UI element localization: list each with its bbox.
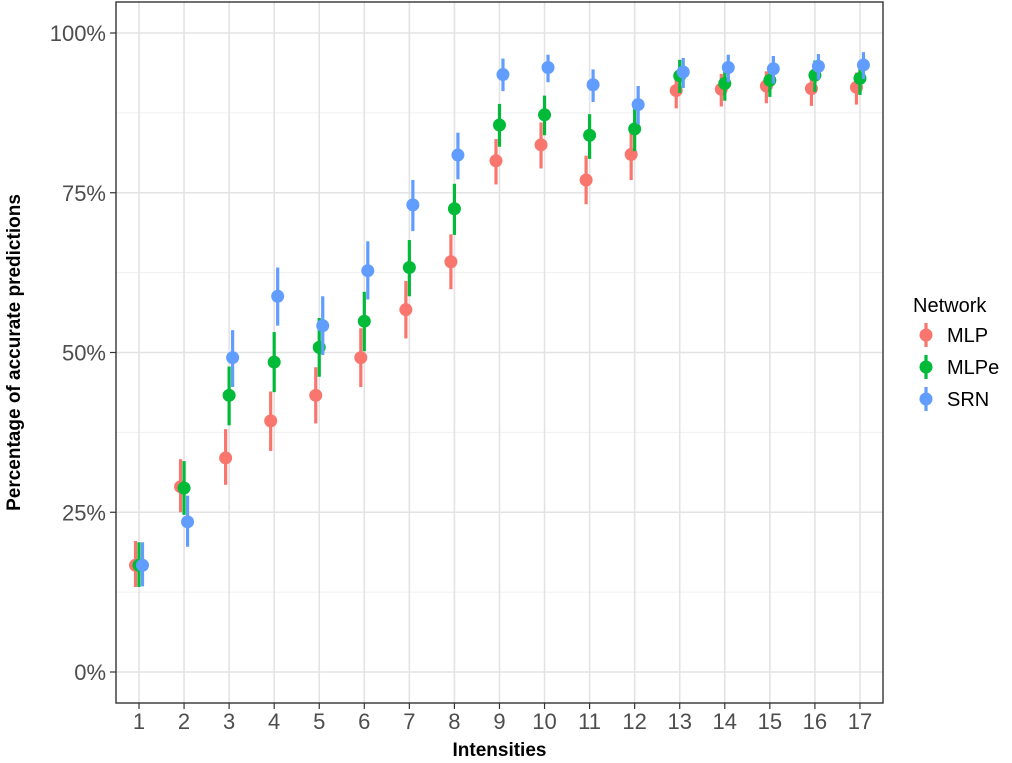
data-point	[361, 264, 375, 278]
data-point	[538, 108, 552, 122]
axes: 0%25%50%75%100%1 2 3 4 5 6 7 8 9 10 11 12 13 14 15 16 17	[50, 21, 872, 734]
data-point	[444, 255, 458, 269]
x-tick-label: 13	[667, 709, 691, 734]
data-point	[136, 558, 149, 572]
data-point	[406, 198, 420, 212]
data-point	[676, 65, 690, 79]
data-point	[583, 128, 597, 142]
series-mlp	[129, 71, 863, 588]
data-point	[579, 173, 593, 187]
data-point	[357, 314, 371, 328]
legend-key-dot	[919, 392, 933, 406]
x-tick-label: 4	[268, 709, 280, 734]
data-point	[226, 351, 240, 365]
legend-key-dot	[919, 328, 933, 342]
data-point	[271, 289, 285, 303]
legend: Network MLP MLPe SRN	[913, 295, 999, 411]
data-point	[496, 68, 510, 82]
legend-title: Network	[913, 295, 987, 317]
data-point	[631, 98, 645, 112]
data-point	[264, 414, 278, 428]
y-tick-label: 100%	[50, 21, 106, 46]
series-srn	[136, 52, 870, 587]
x-tick-label: 5	[313, 709, 325, 734]
x-tick-label: 14	[713, 709, 737, 734]
data-point	[181, 515, 195, 529]
x-tick-label: 8	[448, 709, 460, 734]
data-series	[129, 52, 870, 588]
data-point	[489, 154, 503, 168]
x-tick-label: 17	[848, 709, 872, 734]
x-tick-label: 10	[532, 709, 556, 734]
data-point	[267, 355, 281, 369]
data-point	[586, 78, 600, 92]
data-point	[309, 388, 323, 402]
x-tick-label: 3	[223, 709, 235, 734]
x-tick-label: 16	[803, 709, 827, 734]
legend-key-dot	[919, 360, 933, 374]
legend-key-srn	[919, 387, 933, 411]
x-tick-label: 12	[622, 709, 646, 734]
y-axis-title: Percentage of accurate predictions	[4, 194, 25, 511]
data-point	[856, 58, 870, 72]
legend-label: MLPe	[947, 357, 999, 379]
data-point	[447, 202, 461, 216]
y-tick-label: 0%	[74, 660, 106, 685]
x-tick-label: 7	[403, 709, 415, 734]
data-point	[766, 62, 780, 76]
data-point	[402, 261, 416, 275]
x-axis-title: Intensities	[453, 740, 547, 761]
data-point	[811, 59, 825, 73]
x-tick-label: 6	[358, 709, 370, 734]
legend-label: SRN	[947, 389, 989, 411]
y-tick-label: 25%	[62, 500, 106, 525]
legend-key-mlpe	[919, 355, 933, 379]
data-point	[534, 138, 548, 152]
data-point	[219, 451, 233, 465]
data-point	[177, 481, 191, 495]
legend-key-mlp	[919, 323, 933, 347]
data-point	[222, 388, 236, 402]
data-point	[492, 118, 506, 132]
data-point	[541, 61, 555, 75]
y-tick-label: 50%	[62, 341, 106, 366]
y-tick-label: 75%	[62, 181, 106, 206]
x-tick-label: 15	[758, 709, 782, 734]
legend-label: MLP	[947, 325, 988, 347]
x-tick-label: 9	[493, 709, 505, 734]
data-point	[399, 303, 413, 317]
x-tick-label: 11	[578, 709, 601, 734]
data-point	[451, 148, 465, 162]
data-point	[721, 61, 735, 75]
x-tick-label: 2	[178, 709, 190, 734]
data-point	[354, 351, 368, 365]
x-tick-label: 1	[133, 709, 145, 734]
data-point	[628, 122, 642, 136]
data-point	[316, 319, 330, 333]
